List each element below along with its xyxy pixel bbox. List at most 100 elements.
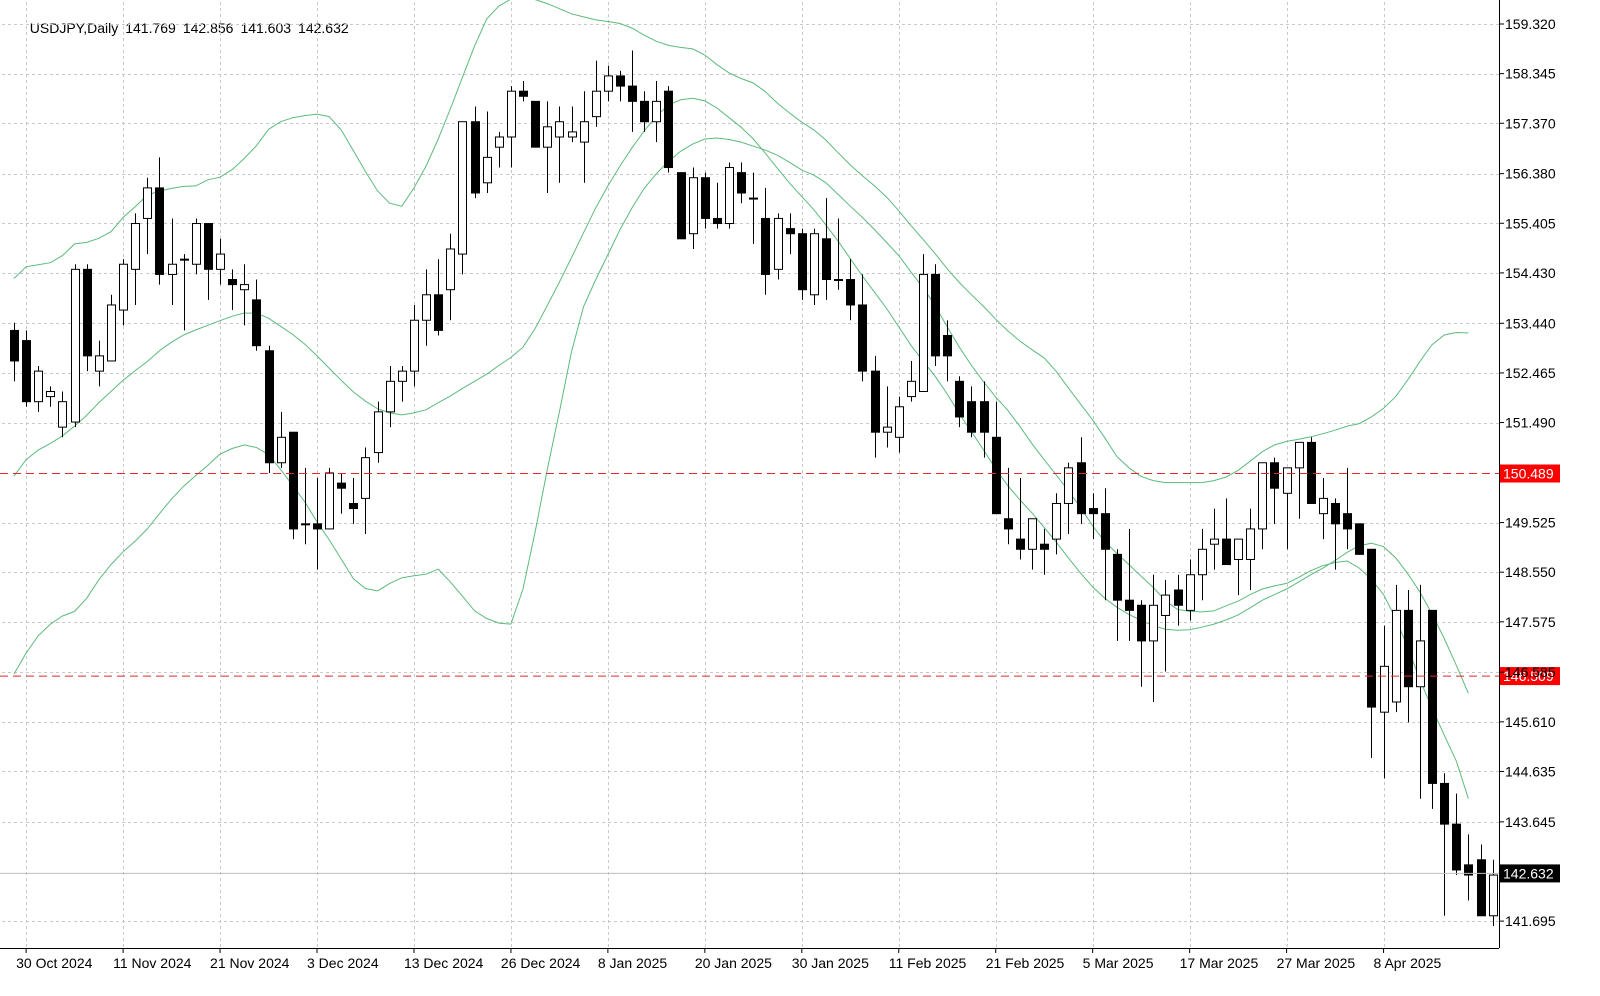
x-tick-label: 11 Feb 2025 <box>889 955 967 971</box>
candle-bear <box>931 273 940 357</box>
candle-bear <box>1343 513 1352 530</box>
bollinger-bands <box>13 0 1469 799</box>
y-tick-label: 149.525 <box>1505 515 1556 531</box>
bollinger-upper-line <box>13 0 1469 484</box>
candle-bear <box>10 329 19 362</box>
level-tag <box>1500 464 1560 483</box>
candle-bull <box>543 126 552 148</box>
candle-bull <box>1210 538 1219 545</box>
candle-bull <box>422 294 431 321</box>
y-tick-label: 156.380 <box>1505 166 1556 182</box>
candle-bear <box>846 279 855 306</box>
x-tick-label: 13 Dec 2024 <box>404 955 484 971</box>
candle-bull <box>374 411 383 454</box>
candle-bear <box>1125 599 1134 611</box>
candle-bull <box>107 304 116 362</box>
candle-bear <box>1440 782 1449 825</box>
candle-bear <box>1016 538 1025 550</box>
candle-bear <box>471 121 480 194</box>
candle-bear <box>1428 609 1437 784</box>
candle-bull <box>495 136 504 148</box>
candle-bull <box>1246 528 1255 560</box>
candle-bull <box>604 75 613 92</box>
candle-bear <box>265 350 274 464</box>
candle-bull <box>446 248 455 291</box>
candle-bear <box>1101 513 1110 550</box>
candle-bull <box>192 223 201 265</box>
x-tick-label: 20 Jan 2025 <box>695 955 772 971</box>
candle-bear <box>737 172 746 194</box>
candle-bull <box>1416 640 1425 688</box>
x-tick-label: 26 Dec 2024 <box>501 955 581 971</box>
y-tick-label: 146.585 <box>1505 664 1556 680</box>
candle-bear <box>313 523 322 530</box>
candle-bull <box>95 355 104 372</box>
candle-bull <box>1489 874 1498 917</box>
candle-bull <box>386 380 395 413</box>
candle-bull <box>1186 574 1195 611</box>
candle-bull <box>325 472 334 530</box>
candle-bull <box>180 258 189 261</box>
candle-bull <box>1392 609 1401 703</box>
candle-bear <box>1089 508 1098 515</box>
candle-bear <box>1137 604 1146 642</box>
candle-bear <box>713 217 722 225</box>
y-tick-label: 151.490 <box>1505 415 1556 431</box>
candle-bear <box>228 279 237 286</box>
candle-bull <box>277 436 286 464</box>
candle-bear <box>798 233 807 291</box>
y-tick-label: 144.635 <box>1505 763 1556 779</box>
candle-bear <box>349 502 358 510</box>
candle-bull <box>1234 538 1243 560</box>
candle-bull <box>143 187 152 219</box>
y-tick-label: 152.465 <box>1505 365 1556 381</box>
candle-bull <box>168 263 177 275</box>
candle-bull <box>1052 502 1061 540</box>
candle-bull <box>1064 467 1073 504</box>
x-tick-label: 3 Dec 2024 <box>307 955 379 971</box>
candle-bull <box>1028 518 1037 550</box>
candle-bull <box>458 121 467 255</box>
x-tick-label: 8 Jan 2025 <box>598 955 667 971</box>
candle-bear <box>1077 462 1086 515</box>
candle-bear <box>1367 548 1376 708</box>
y-tick-label: 153.440 <box>1505 315 1556 331</box>
candle-bear <box>289 431 298 530</box>
candle-bear <box>677 172 686 240</box>
current-price-label: 142.632 <box>1503 865 1554 881</box>
horizontal-levels[interactable]: 150.489 146.509 <box>0 464 1560 686</box>
candle-bear <box>1004 518 1013 530</box>
candle-bull <box>119 263 128 311</box>
candle-bull <box>1149 604 1158 642</box>
x-tick-label: 21 Feb 2025 <box>986 955 1065 971</box>
candle-bear <box>616 75 625 87</box>
candle-bear <box>1464 864 1473 876</box>
candle-bear <box>1331 502 1340 525</box>
candle-bull <box>907 380 916 398</box>
candle-bull <box>555 121 564 138</box>
candle-bear <box>1113 553 1122 601</box>
y-tick-label: 148.550 <box>1505 564 1556 580</box>
x-tick-label: 30 Oct 2024 <box>16 955 92 971</box>
candle-bear <box>664 90 673 169</box>
level-tag <box>1500 667 1560 686</box>
candle-bull <box>725 167 734 225</box>
candle-bear <box>519 90 528 97</box>
current-price-tag <box>1500 864 1560 883</box>
y-tick-label: 141.695 <box>1505 913 1556 929</box>
candle-bear <box>204 223 213 270</box>
candle-bear <box>980 401 989 433</box>
candle-bear <box>955 380 964 418</box>
candle-bear <box>786 228 795 235</box>
x-tick-label: 17 Mar 2025 <box>1180 955 1259 971</box>
candle-bull <box>568 131 577 138</box>
candle-bull <box>834 279 843 282</box>
candle-bull <box>774 217 783 270</box>
candle-bull <box>749 197 758 200</box>
candle-bear <box>83 268 92 357</box>
candle-bear <box>1452 823 1461 871</box>
x-tick-label: 11 Nov 2024 <box>113 955 192 971</box>
x-tick-label: 8 Apr 2025 <box>1374 955 1442 971</box>
candle-bull <box>592 90 601 118</box>
